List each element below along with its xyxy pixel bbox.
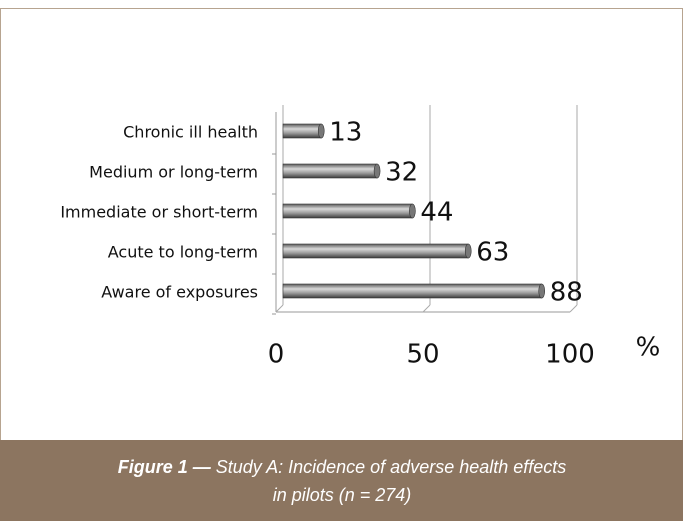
- grid-line: [275, 304, 284, 313]
- grid-line: [569, 304, 578, 313]
- caption: Figure 1 — Study A: Incidence of adverse…: [118, 457, 567, 477]
- x-tick-label: 50: [406, 340, 439, 370]
- bar: [282, 163, 378, 179]
- bar-cap: [538, 283, 546, 299]
- caption: in pilots (n = 274): [273, 485, 412, 505]
- value-label: 32: [385, 158, 418, 188]
- bar-cap: [464, 243, 472, 259]
- grid-line: [422, 304, 431, 313]
- y-tick-label: Aware of exposures: [101, 283, 258, 302]
- bar: [282, 283, 543, 299]
- bar: [282, 243, 469, 259]
- x-axis-label: %: [636, 333, 661, 363]
- bar: [282, 123, 322, 139]
- caption-box: [0, 440, 683, 521]
- bar-cap: [317, 123, 325, 139]
- bar-cap: [373, 163, 381, 179]
- x-tick-label: 100: [545, 340, 595, 370]
- caption-label: Figure 1 —: [118, 457, 212, 477]
- value-label: 63: [476, 238, 509, 268]
- value-label: 88: [550, 278, 583, 308]
- y-tick-label: Acute to long-term: [108, 243, 258, 262]
- y-tick-label: Medium or long-term: [89, 163, 258, 182]
- y-tick-label: Chronic ill health: [123, 123, 258, 142]
- value-label: 44: [420, 198, 453, 228]
- x-tick-label: 0: [268, 340, 285, 370]
- bar: [282, 203, 413, 219]
- caption-text: Study A: Incidence of adverse health eff…: [216, 457, 567, 477]
- value-label: 13: [329, 118, 362, 148]
- y-tick-label: Immediate or short-term: [60, 203, 258, 222]
- bar-cap: [409, 203, 416, 219]
